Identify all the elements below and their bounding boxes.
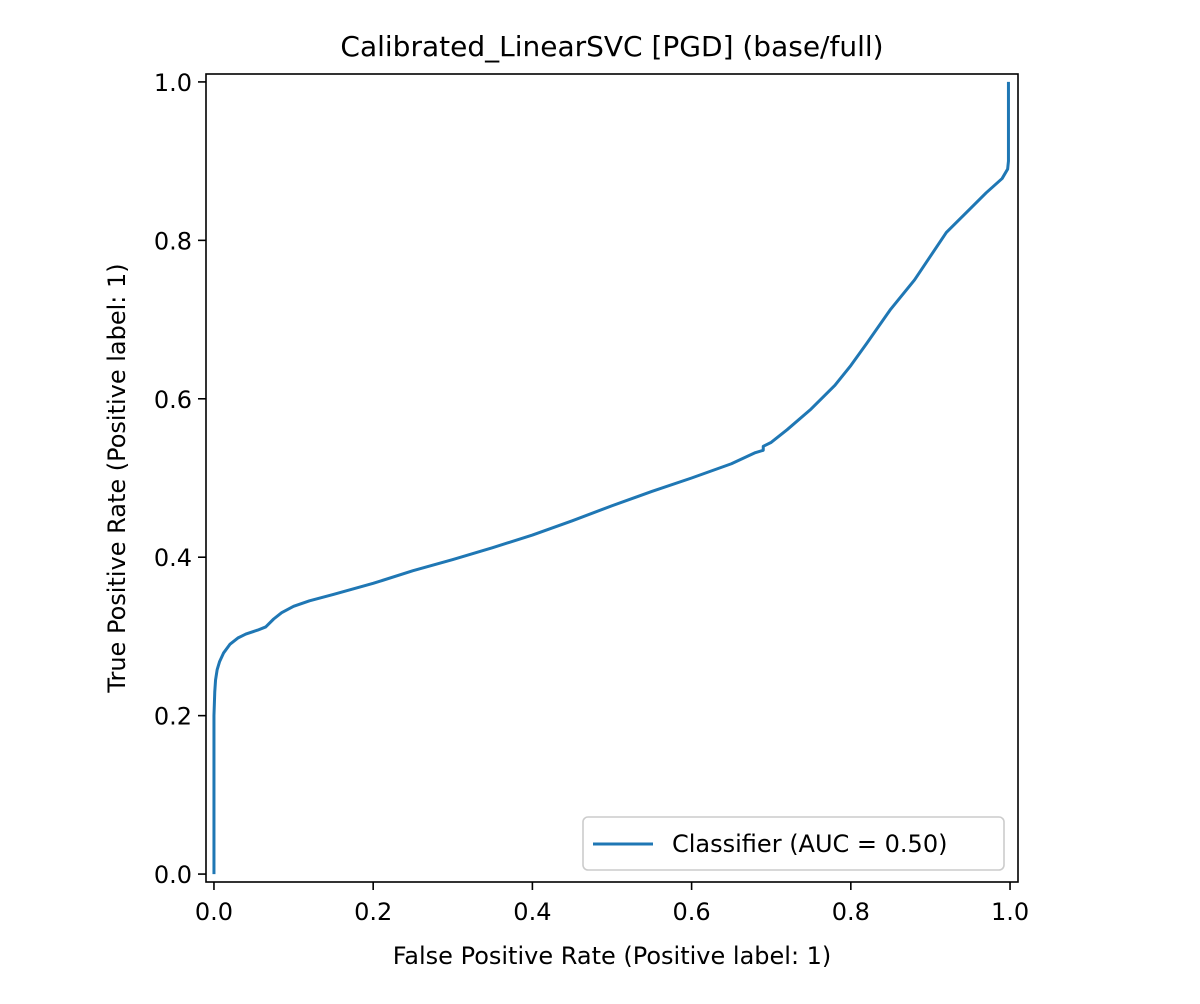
legend: Classifier (AUC = 0.50) bbox=[582, 816, 1005, 871]
x-tick-label: 1.0 bbox=[991, 898, 1029, 926]
plot-area bbox=[212, 81, 1010, 875]
y-tick-label: 0.6 bbox=[154, 386, 192, 414]
x-tick-label: 0.6 bbox=[673, 898, 711, 926]
y-tick-label: 0.4 bbox=[154, 544, 192, 572]
y-axis-label: True Positive Rate (Positive label: 1) bbox=[103, 263, 131, 693]
x-tick-label: 0.2 bbox=[354, 898, 392, 926]
legend-box bbox=[582, 816, 1005, 871]
x-axis-ticks: 0.0 0.2 0.4 0.6 0.8 1.0 bbox=[195, 882, 1029, 926]
roc-curve-series-0 bbox=[212, 81, 1010, 875]
y-tick-label: 1.0 bbox=[154, 69, 192, 97]
y-tick-label: 0.0 bbox=[154, 861, 192, 889]
y-tick-label: 0.2 bbox=[154, 703, 192, 731]
x-tick-label: 0.8 bbox=[832, 898, 870, 926]
x-tick-label: 0.0 bbox=[195, 898, 233, 926]
chart-title: Calibrated_LinearSVC [PGD] (base/full) bbox=[340, 30, 883, 63]
x-tick-label: 0.4 bbox=[513, 898, 551, 926]
x-axis-label: False Positive Rate (Positive label: 1) bbox=[393, 942, 832, 970]
axes-frame bbox=[205, 73, 1019, 883]
legend-label: Classifier (AUC = 0.50) bbox=[672, 830, 947, 858]
y-axis-ticks: 0.0 0.2 0.4 0.6 0.8 1.0 bbox=[154, 69, 206, 889]
y-tick-label: 0.8 bbox=[154, 227, 192, 255]
